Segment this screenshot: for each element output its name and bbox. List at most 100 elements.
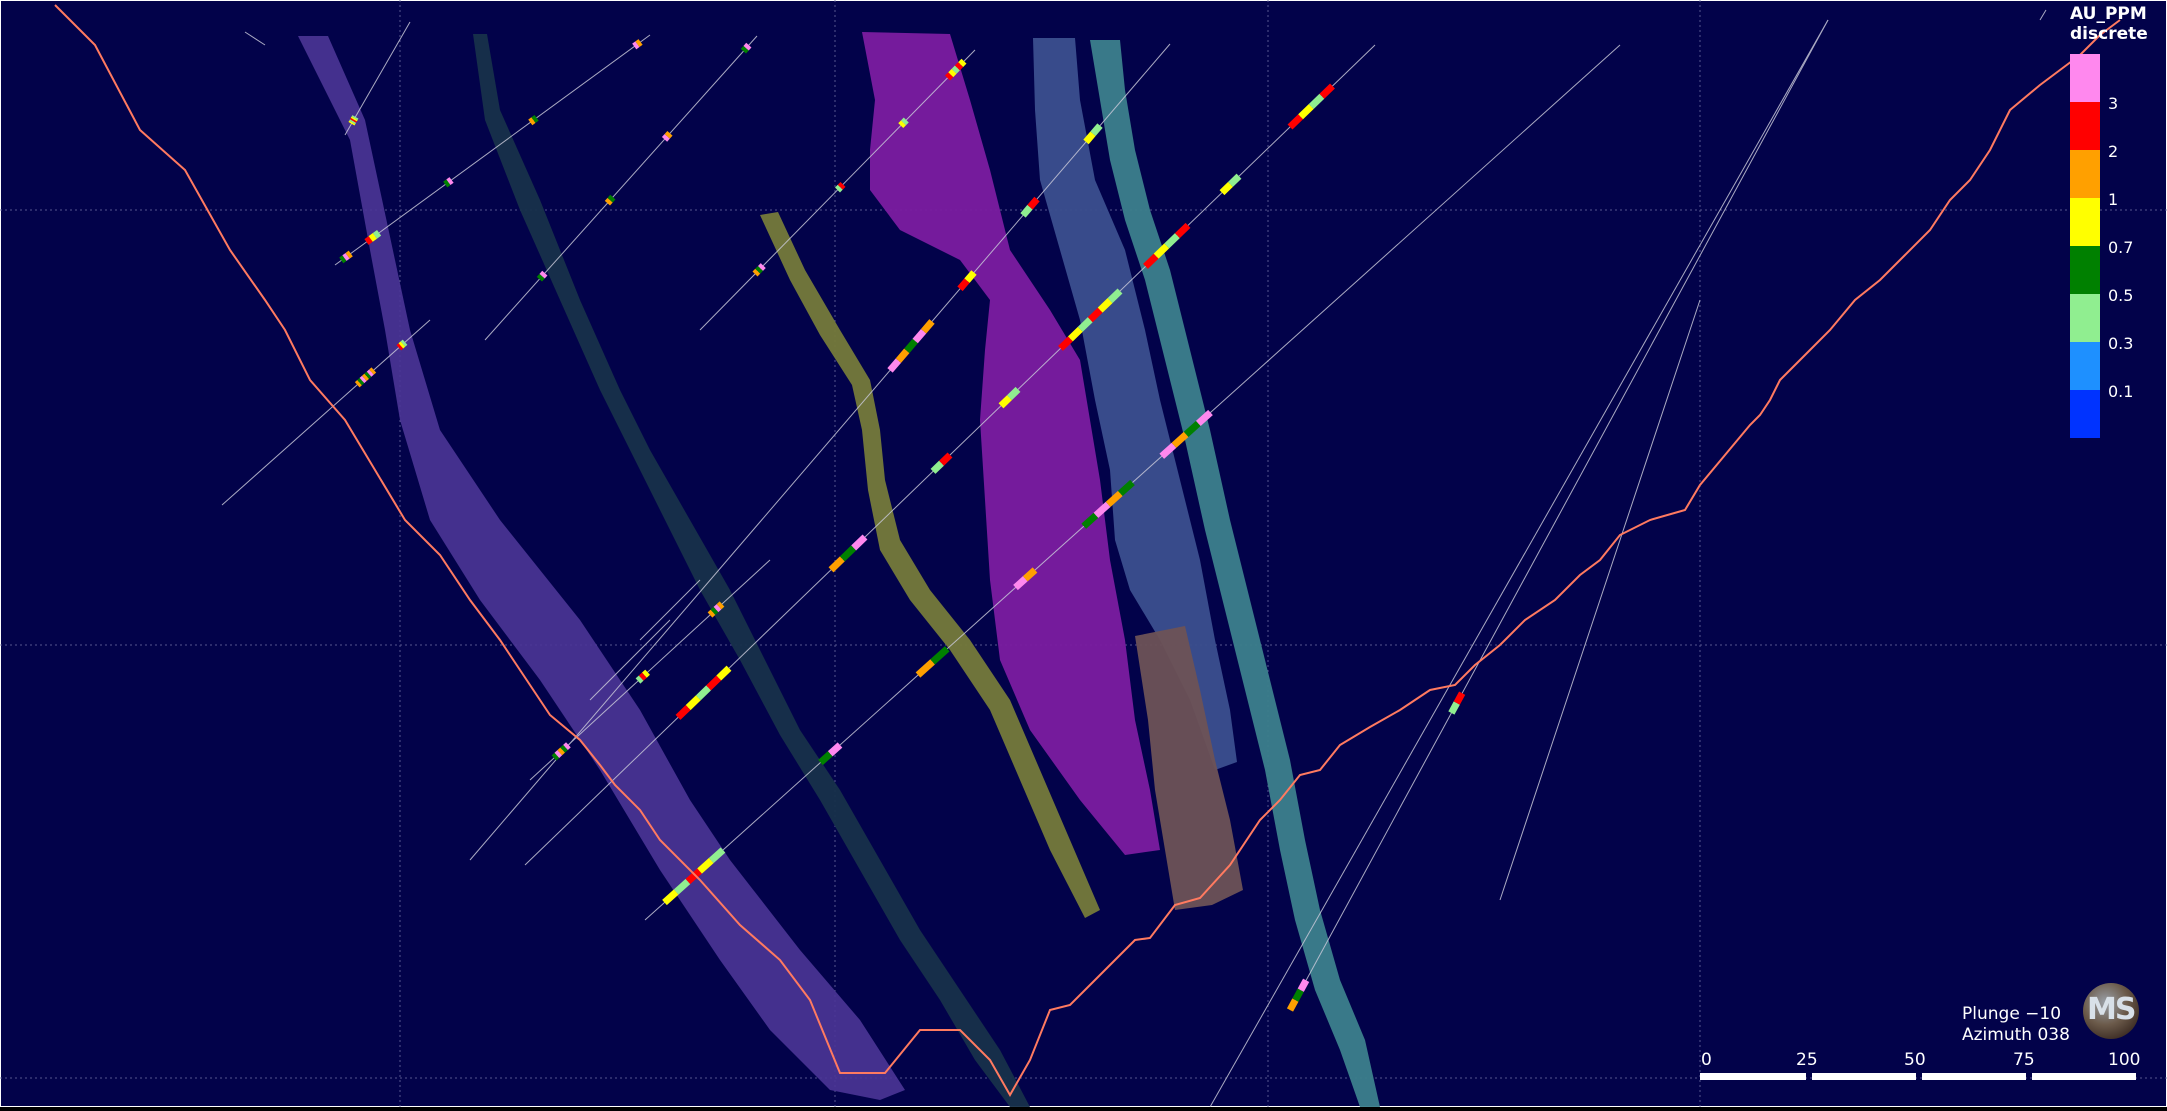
legend-swatch (2070, 54, 2100, 102)
assay-interval (339, 255, 347, 264)
scale-label-0: 0 (1701, 1050, 1712, 1070)
legend-bin-label: 0.3 (2108, 334, 2134, 353)
assay-interval (372, 229, 382, 239)
assay-interval (635, 675, 644, 684)
assay-interval (1081, 512, 1099, 529)
assay-interval (604, 197, 613, 206)
legend-swatch (2070, 342, 2100, 390)
assay-interval (362, 373, 370, 382)
assay-interval (1020, 204, 1033, 218)
assay-interval (1027, 196, 1040, 210)
assay-interval (708, 847, 726, 864)
assay-interval (528, 117, 536, 126)
assay-interval (743, 42, 752, 51)
assay-interval (957, 278, 970, 292)
assay-interval (835, 184, 843, 193)
assay-interval (632, 41, 640, 50)
assay-interval (1183, 420, 1201, 437)
assay-interval (1087, 307, 1103, 323)
assay-interval (531, 114, 539, 123)
assay-interval (638, 672, 647, 681)
assay-interval (851, 534, 868, 551)
assay-interval (685, 695, 701, 711)
assay-interval (396, 343, 404, 351)
assay-interval (1164, 233, 1180, 249)
scale-segment-3 (1922, 1073, 2026, 1080)
assay-interval (930, 460, 944, 474)
assay-interval (912, 328, 927, 344)
assay-interval (1022, 567, 1038, 582)
assay-interval (1093, 501, 1111, 518)
assay-interval (685, 868, 702, 885)
logo-text: MS (2087, 992, 2136, 1027)
assay-interval (1453, 691, 1466, 705)
legend-swatch (2070, 150, 2100, 198)
assay-interval (368, 233, 377, 242)
assay-interval (1153, 243, 1170, 259)
assay-interval (1319, 83, 1335, 99)
legend-title: AU_PPM (2070, 4, 2147, 24)
assay-interval (443, 179, 451, 188)
assay-interval (710, 606, 719, 615)
assay-interval (354, 380, 362, 388)
assay-interval (607, 194, 616, 203)
assay-interval (1083, 131, 1096, 145)
assay-interval (662, 889, 679, 906)
assay-interval (642, 669, 650, 678)
assay-interval (716, 665, 732, 681)
legend-swatch (2070, 198, 2100, 246)
magenta-vein-surface (862, 32, 1160, 855)
assay-interval (446, 177, 454, 186)
assay-interval (697, 857, 714, 874)
assay-interval (1090, 123, 1103, 137)
assay-interval (939, 452, 953, 466)
assay-interval (560, 744, 568, 753)
assay-interval (366, 369, 374, 377)
assay-interval (713, 604, 722, 613)
assay-interval (1174, 222, 1191, 239)
assay-interval (349, 119, 357, 125)
vein-surfaces (298, 32, 1380, 1107)
assay-interval (1077, 317, 1093, 332)
assay-interval (948, 68, 957, 78)
assay-interval (675, 705, 691, 720)
assay-interval (930, 646, 950, 665)
legend-bin-label: 0.1 (2108, 382, 2134, 401)
assay-interval (1308, 93, 1325, 110)
assay-interval (1159, 442, 1177, 459)
legend-bin-label: 0.5 (2108, 286, 2134, 305)
assay-interval (348, 120, 356, 126)
assay-interval (345, 250, 353, 259)
company-logo-icon (2083, 983, 2139, 1039)
assay-interval (342, 252, 350, 261)
assay-interval (1007, 386, 1021, 401)
assay-interval (1171, 431, 1189, 448)
assay-interval (945, 72, 954, 81)
legend-swatch (2070, 390, 2100, 438)
assay-interval (964, 270, 977, 283)
assay-interval (661, 133, 670, 142)
topography-line (54, 4, 2121, 1098)
view-orientation: Plunge −10 Azimuth 038 (1962, 1004, 2070, 1046)
assay-interval (954, 62, 964, 71)
legend-bin-label: 3 (2108, 94, 2119, 113)
steel-blue-vein-surface (1033, 38, 1237, 770)
assay-interval (837, 181, 846, 190)
assay-interval (557, 747, 566, 756)
scale-segment-4 (2032, 1073, 2136, 1080)
assay-interval (350, 117, 357, 123)
purple-vein-left-surface (298, 36, 905, 1100)
legend-swatch (2070, 246, 2100, 294)
plunge-readout: Plunge −10 (1962, 1004, 2062, 1024)
assay-interval (1013, 576, 1028, 591)
assay-interval (898, 120, 906, 129)
assay-interval (901, 117, 909, 126)
olive-vein-surface (760, 212, 1100, 918)
assay-interval (915, 659, 935, 678)
scale-label-100: 100 (2108, 1050, 2141, 1070)
assay-interval (827, 742, 843, 757)
assay-interval (664, 130, 673, 139)
scale-segment-2 (1812, 1073, 1916, 1080)
